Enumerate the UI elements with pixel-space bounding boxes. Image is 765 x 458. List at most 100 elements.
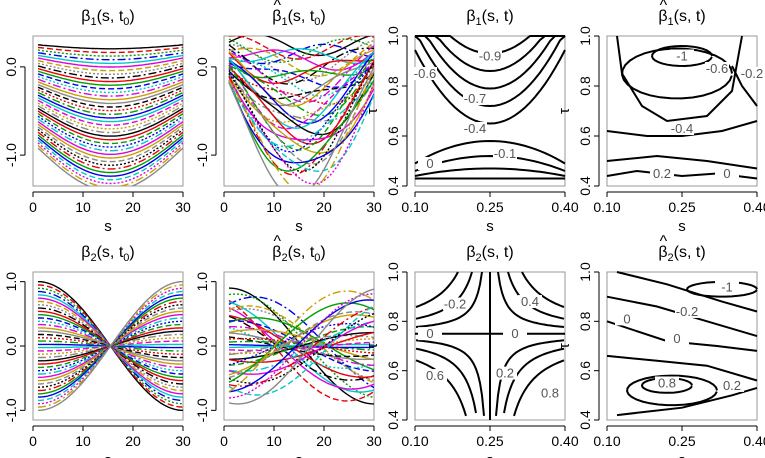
contour-line [731, 65, 758, 107]
contour-label: 0.8 [541, 385, 559, 400]
contour-line [415, 271, 459, 308]
series-line [37, 78, 183, 97]
series-line [37, 73, 183, 90]
y-tick-label: 0.0 [3, 57, 19, 77]
series-line [38, 300, 183, 392]
y-tick-label: 1.0 [3, 272, 19, 292]
contour-label: 0.2 [653, 166, 671, 181]
series-line [228, 52, 374, 125]
series-line [228, 44, 374, 85]
y-tick-label: 0.4 [385, 410, 401, 430]
hat-mark: ^ [274, 0, 282, 14]
panel-b1hat_t0: β1(s, t0)^ 0 10 20 30 s 0.0 -1.0 [194, 0, 382, 235]
series-line [228, 62, 374, 130]
contour-line [414, 139, 566, 165]
x-tick-label: 0.40 [551, 433, 578, 449]
series-line [228, 331, 374, 363]
contour-label-bg [705, 62, 729, 75]
y-tick-label: 0.8 [385, 76, 401, 96]
series-line [228, 64, 374, 176]
contour-line [686, 280, 758, 298]
contour-line [495, 339, 565, 416]
series-line [228, 55, 374, 151]
contour-label: 0.8 [658, 375, 676, 390]
series-line [37, 134, 183, 174]
series-line [228, 68, 374, 186]
y-axis-label: τ [364, 343, 381, 349]
series-line [228, 321, 374, 372]
series-line [37, 99, 183, 126]
panel-title: β2(s, t) [466, 244, 513, 264]
series-line [37, 118, 183, 152]
hat-mark: ^ [660, 233, 668, 250]
x-tick-label: 10 [75, 199, 91, 215]
contour-line [616, 386, 758, 417]
x-axis-label: s [486, 452, 494, 458]
x-axis-label: s [295, 218, 303, 235]
series-line [228, 293, 374, 399]
panel-b1_t0: β1(s, t0) 0 10 20 30 s 0.0 -1.0 [3, 8, 191, 235]
series-line [228, 61, 374, 173]
contour-label-bg [493, 366, 517, 380]
series-line [37, 144, 183, 186]
series-line [228, 338, 374, 355]
series-line [37, 54, 183, 65]
series-line [228, 79, 374, 185]
x-axis-label: s [104, 218, 112, 235]
x-tick-label: 0.40 [551, 199, 578, 215]
x-tick-label: 0.25 [476, 433, 503, 449]
panel-title: β1(s, t) [466, 8, 513, 28]
x-tick-label: 0.25 [668, 433, 695, 449]
contour-label-bg [715, 167, 739, 180]
x-axis-label: s [486, 218, 494, 235]
series-line [228, 293, 374, 399]
series-line [37, 91, 183, 115]
series-line [37, 107, 183, 137]
series-line [38, 287, 183, 405]
contour-label: -0.4 [464, 121, 486, 136]
y-tick-label: 1.0 [385, 26, 401, 46]
series-line [38, 333, 183, 359]
y-axis-label: τ [364, 108, 381, 114]
contour-label: 0.2 [496, 366, 514, 381]
contour-line [616, 271, 758, 313]
x-tick-label: 30 [366, 199, 382, 215]
series-line [37, 62, 183, 75]
series-line [228, 308, 374, 382]
series-line [38, 290, 183, 402]
x-tick-label: 30 [175, 433, 191, 449]
series-line [37, 123, 183, 159]
contour-line [415, 271, 483, 328]
contour-label: 0.6 [426, 368, 444, 383]
x-tick-label: 20 [316, 433, 332, 449]
x-tick-label: 0 [220, 433, 228, 449]
series-line [37, 128, 183, 167]
x-tick-label: 20 [125, 199, 141, 215]
contour-label-bg [493, 147, 517, 160]
series-line [228, 315, 374, 381]
contour-line [415, 35, 565, 73]
series-line [37, 147, 183, 186]
series-line [228, 82, 374, 164]
panel-title: β1(s, t0) [81, 8, 134, 28]
contour-line [606, 120, 758, 137]
series-line [228, 299, 374, 393]
y-tick-label: 0.0 [3, 336, 19, 356]
contour-label-bg [650, 167, 674, 180]
y-tick-label: 0.6 [385, 126, 401, 146]
series-line [228, 71, 374, 165]
contour-label: 0 [426, 156, 433, 171]
x-tick-label: 0 [220, 199, 228, 215]
series-line [228, 320, 374, 375]
series-line [228, 42, 374, 77]
contour-line [415, 35, 565, 90]
y-tick-label: 1.0 [577, 26, 593, 46]
x-tick-label: 0 [29, 433, 37, 449]
plot-frame [223, 271, 375, 421]
series-line [37, 70, 183, 86]
panel-title: β2(s, t) [658, 244, 705, 264]
series-line [228, 296, 374, 389]
series-line [38, 317, 183, 375]
y-tick-label: -1.0 [194, 143, 210, 167]
